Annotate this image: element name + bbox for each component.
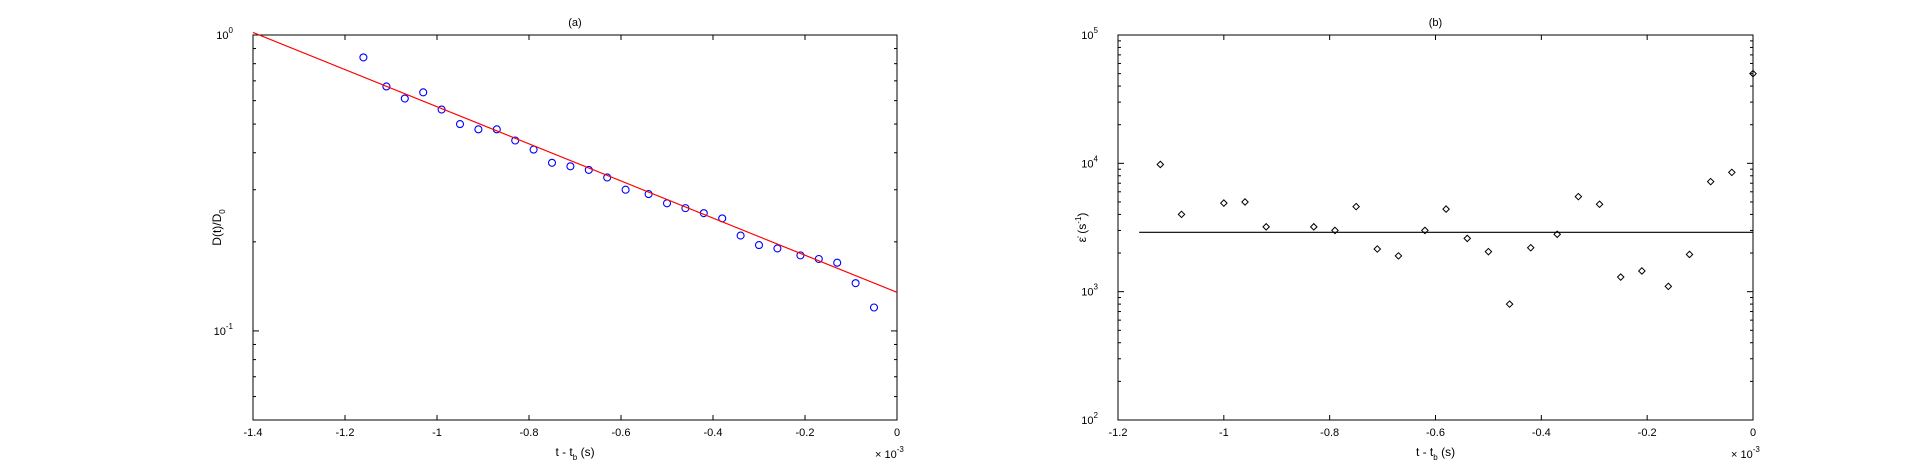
data-point	[1526, 243, 1535, 252]
plot-frame	[1117, 34, 1754, 421]
plot-frame	[252, 34, 898, 421]
data-point	[1463, 234, 1472, 243]
data-point	[474, 125, 483, 134]
x-multiplier-label: × 10-3	[875, 445, 904, 461]
y-tick-label: 105	[1081, 26, 1098, 42]
data-point	[1309, 222, 1318, 231]
data-point	[1637, 267, 1646, 275]
x-tick-label: -0.8	[520, 427, 539, 439]
data-point	[1574, 192, 1583, 201]
data-point	[547, 158, 557, 167]
data-point	[1727, 168, 1736, 177]
data-point	[621, 185, 630, 194]
data-point	[1394, 251, 1403, 260]
y-tick-label: 102	[1081, 411, 1098, 427]
data-point	[1241, 198, 1249, 206]
data-point	[1442, 205, 1450, 213]
chart-panel-b: -1.2 -1 -0.8 -0.6 -0.4 -0.2 0 102 103 104 105 (b) t …	[1074, 17, 1760, 462]
data-point	[833, 258, 842, 267]
data-point	[1595, 200, 1604, 209]
data-point	[1685, 250, 1694, 259]
data-point	[1373, 245, 1382, 253]
data-point	[1219, 199, 1228, 207]
x-tick-label: -0.2	[796, 427, 815, 439]
data-point	[1664, 282, 1673, 291]
fit-line	[252, 31, 898, 293]
x-tick-label: -0.8	[1320, 427, 1339, 439]
chart-title: (b)	[1429, 17, 1442, 29]
x-tick-label: -0.2	[1638, 427, 1657, 439]
data-point	[1177, 210, 1186, 219]
data-point	[869, 303, 879, 312]
data-point	[1553, 230, 1562, 239]
y-tick-label: 10-1	[214, 322, 234, 338]
y-axis-label: ε̇ (s-1)	[1074, 213, 1089, 243]
data-point	[603, 173, 612, 182]
data-point	[1505, 300, 1514, 309]
data-point	[1421, 226, 1429, 235]
y-tick-label: 100	[216, 26, 233, 42]
x-tick-label: 0	[1750, 427, 1756, 439]
data-point	[754, 241, 764, 250]
data-point	[851, 279, 860, 288]
data-point	[1262, 222, 1271, 231]
data-point	[1331, 226, 1339, 235]
x-tick-label: -1	[1219, 427, 1229, 439]
data-point	[359, 53, 368, 62]
data-point	[400, 94, 409, 103]
data-point	[419, 88, 428, 97]
data-point	[1352, 202, 1361, 211]
data-point	[1484, 247, 1493, 256]
data-point	[1749, 69, 1757, 78]
x-tick-label: -0.4	[704, 427, 723, 439]
x-axis-label: t - tb (s)	[555, 445, 594, 462]
x-tick-label: -0.6	[1426, 427, 1445, 439]
chart-panel-a: -1.4 -1.2 -1 -0.8 -0.6 -0.4 -0.2 0 10-1 100 (a) t -…	[210, 17, 904, 462]
x-tick-label: -1.2	[336, 427, 355, 439]
x-tick-label: -1	[432, 427, 442, 439]
data-point	[1706, 177, 1715, 186]
y-axis-label: D(t)/D0	[210, 209, 227, 246]
x-tick-label: -0.4	[1532, 427, 1551, 439]
data-point	[511, 136, 520, 145]
data-point	[382, 82, 391, 91]
chart-title: (a)	[568, 17, 581, 29]
x-tick-label: -1.4	[244, 427, 263, 439]
x-multiplier-label: × 10-3	[1731, 445, 1760, 461]
data-point	[1156, 160, 1165, 169]
data-point	[1616, 273, 1625, 281]
data-point	[455, 120, 465, 129]
data-point	[773, 244, 782, 253]
x-tick-label: 0	[894, 427, 900, 439]
x-axis-label: t - tb (s)	[1416, 445, 1455, 462]
y-tick-label: 104	[1081, 154, 1098, 170]
y-tick-label: 103	[1081, 283, 1098, 299]
data-point	[566, 162, 575, 171]
data-point	[736, 231, 745, 240]
x-tick-label: -1.2	[1109, 427, 1128, 439]
x-tick-label: -0.6	[612, 427, 631, 439]
